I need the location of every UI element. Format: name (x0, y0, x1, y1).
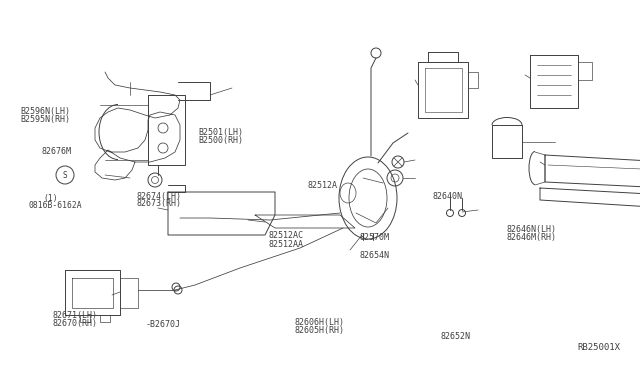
Text: 82570M: 82570M (360, 233, 390, 242)
Text: 82674(LH): 82674(LH) (136, 192, 181, 201)
Text: 82512A: 82512A (307, 181, 337, 190)
Text: -B2670J: -B2670J (146, 320, 181, 329)
Text: 82676M: 82676M (42, 147, 72, 156)
Text: 82606H(LH): 82606H(LH) (294, 318, 344, 327)
Text: 82512AA: 82512AA (269, 240, 304, 249)
Text: 82640N: 82640N (433, 192, 463, 201)
Text: B2595N(RH): B2595N(RH) (20, 115, 70, 124)
Text: 82646M(RH): 82646M(RH) (507, 233, 557, 242)
Text: 82512AC: 82512AC (269, 231, 304, 240)
Text: 0816B-6162A: 0816B-6162A (29, 201, 83, 210)
Text: 82652N: 82652N (440, 332, 470, 341)
Text: (1): (1) (44, 194, 58, 203)
Text: B2501(LH): B2501(LH) (198, 128, 243, 137)
Text: RB25001X: RB25001X (577, 343, 620, 353)
Text: 82670(RH): 82670(RH) (52, 319, 97, 328)
Text: 82605H(RH): 82605H(RH) (294, 326, 344, 335)
Text: 82654N: 82654N (360, 251, 390, 260)
Text: B2500(RH): B2500(RH) (198, 136, 243, 145)
Text: B2596N(LH): B2596N(LH) (20, 107, 70, 116)
Text: 82673(RH): 82673(RH) (136, 199, 181, 208)
Text: S: S (63, 170, 67, 180)
Text: 82671(LH): 82671(LH) (52, 311, 97, 320)
Text: 82646N(LH): 82646N(LH) (507, 225, 557, 234)
